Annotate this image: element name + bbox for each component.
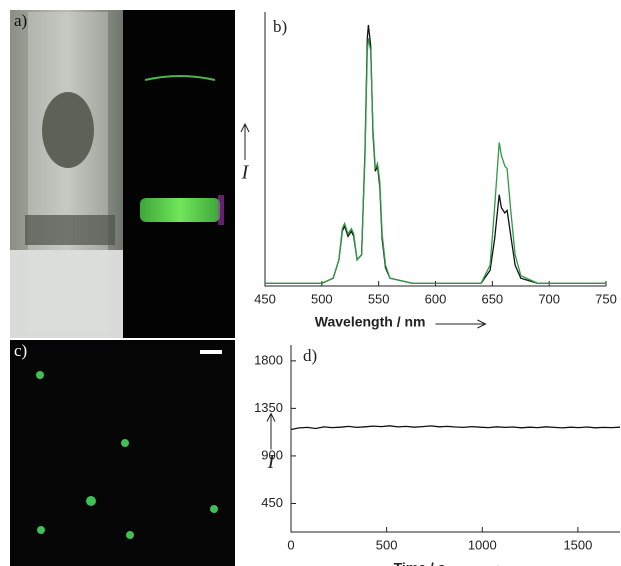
x-tick-label: 650: [481, 291, 503, 306]
x-tick-label: 750: [595, 291, 617, 306]
x-tick-label: 1500: [563, 537, 592, 552]
x-tick-label: 450: [254, 291, 276, 306]
data-line: [265, 24, 606, 285]
data-line: [265, 37, 606, 285]
panel-label: a): [14, 11, 27, 30]
x-arrow: [435, 319, 487, 329]
y-tick-label: 1800: [254, 352, 283, 367]
y-tick-label: 450: [261, 495, 283, 510]
y-tick-label: 1350: [254, 400, 283, 415]
axis-frame: [264, 12, 606, 287]
photo-microscopy: [10, 340, 235, 566]
x-axis-label: Time / s: [394, 560, 446, 566]
axis-frame: [290, 345, 620, 533]
x-tick-label: 1000: [468, 537, 497, 552]
y-arrow: [266, 412, 276, 450]
panel-label: c): [14, 341, 27, 360]
photo-cuvette: [10, 10, 235, 338]
data-line: [290, 425, 621, 431]
panel-label: b): [273, 17, 287, 36]
x-tick-label: 600: [425, 291, 447, 306]
x-tick-label: 550: [368, 291, 390, 306]
x-axis-label: Wavelength / nm: [315, 314, 426, 330]
y-axis-label: I: [267, 451, 276, 473]
x-tick-label: 500: [311, 291, 333, 306]
x-tick-label: 500: [376, 537, 398, 552]
y-tick-label: 900: [261, 447, 283, 462]
y-arrow: [240, 122, 250, 160]
x-tick-label: 0: [287, 537, 294, 552]
panel-label: d): [303, 346, 317, 365]
x-tick-label: 700: [538, 291, 560, 306]
y-axis-label: I: [241, 162, 250, 184]
